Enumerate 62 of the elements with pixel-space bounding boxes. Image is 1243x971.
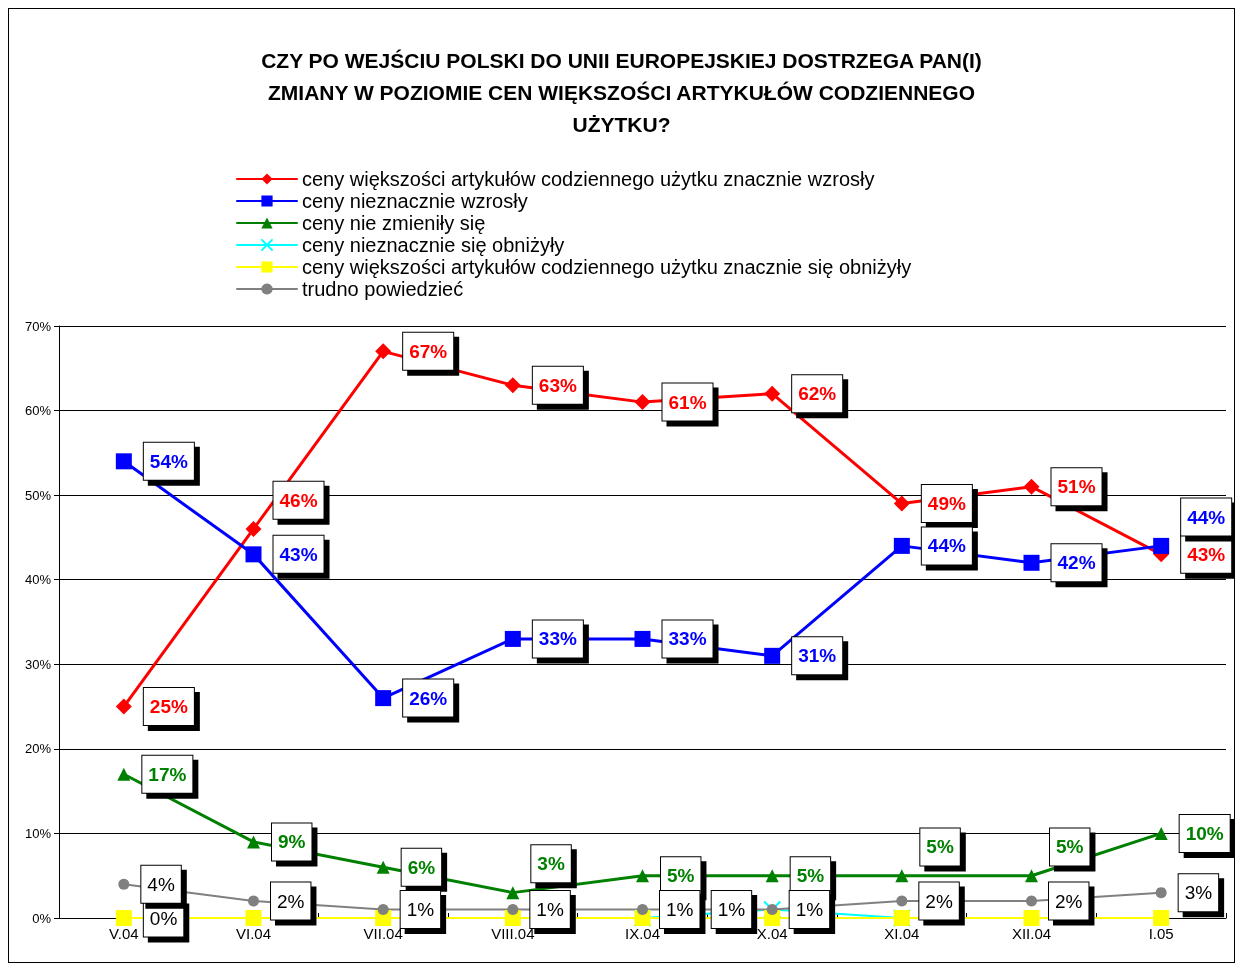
chart-title: CZY PO WEJŚCIU POLSKI DO UNII EUROPEJSKIEJ DOSTRZEGA PAN(I) ZMIANY W POZIOMIE CEN WIĘKSZOŚCI ARTYKUŁÓW CODZIENNEGO UŻYTKU? [261, 48, 982, 136]
data-label: 31% [798, 645, 837, 667]
x-tick-label: I.05 [1148, 925, 1174, 942]
data-label: 3% [1184, 882, 1213, 904]
data-label: 1% [795, 899, 824, 921]
data-label: 44% [927, 535, 966, 557]
data-label: 67% [409, 340, 448, 362]
data-label: 4% [147, 873, 175, 895]
data-label: 25% [149, 696, 188, 718]
x-tick-label: V.04 [109, 925, 139, 942]
x-tick-label: VI.04 [235, 925, 272, 942]
y-tick-label: 10% [24, 825, 52, 841]
data-label: 10% [1185, 822, 1224, 844]
data-label: 1% [666, 899, 694, 921]
data-label: 33% [538, 628, 577, 650]
data-label: 62% [798, 383, 837, 405]
x-tick-label: X.04 [756, 925, 788, 942]
data-label: 33% [668, 628, 707, 650]
data-label: 2% [1055, 890, 1083, 912]
x-tick-label: VIII.04 [491, 925, 535, 942]
data-label: 1% [717, 899, 746, 921]
data-label: 3% [537, 853, 565, 875]
data-label: 1% [406, 899, 435, 921]
data-label: 43% [1187, 543, 1226, 565]
x-tick-label: XII.04 [1011, 925, 1052, 942]
data-label: 44% [1187, 506, 1226, 528]
data-label: 17% [148, 763, 187, 785]
y-tick-label: 0% [32, 910, 52, 926]
data-label: 0% [149, 907, 178, 929]
data-label: 5% [926, 836, 954, 858]
data-label: 6% [407, 856, 436, 878]
data-label: 49% [927, 493, 966, 515]
x-tick-label: IX.04 [624, 925, 661, 942]
data-label: 2% [277, 890, 305, 912]
data-label: 46% [279, 489, 318, 511]
x-tick-label: XI.04 [884, 925, 920, 942]
data-label: 61% [668, 391, 707, 413]
data-label: 51% [1057, 476, 1096, 498]
data-label: 9% [278, 831, 306, 853]
legend-label: ceny nieznacznie się obniżyły [302, 234, 565, 256]
y-tick-label: 40% [24, 572, 52, 588]
legend-label: ceny nieznacznie wzrosły [302, 190, 528, 212]
data-label: 5% [796, 865, 825, 887]
data-label: 43% [279, 543, 318, 565]
y-tick-label: 50% [24, 487, 52, 503]
y-tick-label: 20% [24, 741, 52, 757]
y-tick-label: 60% [24, 403, 52, 419]
data-label: 63% [538, 374, 577, 396]
y-tick-label: 70% [24, 318, 52, 334]
data-label: 1% [536, 899, 564, 921]
legend-label: ceny nie zmieniły się [302, 212, 486, 234]
y-tick-label: 30% [24, 656, 52, 672]
legend-label: ceny większości artykułów codziennego użytku znacznie się obniżyły [302, 256, 912, 278]
data-label: 42% [1057, 552, 1096, 574]
data-label: 2% [925, 890, 953, 912]
x-tick-label: VII.04 [363, 925, 403, 942]
legend-label: ceny większości artykułów codziennego użytku znacznie wzrosły [302, 168, 875, 190]
data-label: 5% [1056, 836, 1084, 858]
data-label: 5% [667, 865, 695, 887]
data-label: 26% [409, 687, 448, 709]
legend-label: trudno powiedzieć [302, 278, 464, 300]
data-label: 54% [149, 450, 188, 472]
